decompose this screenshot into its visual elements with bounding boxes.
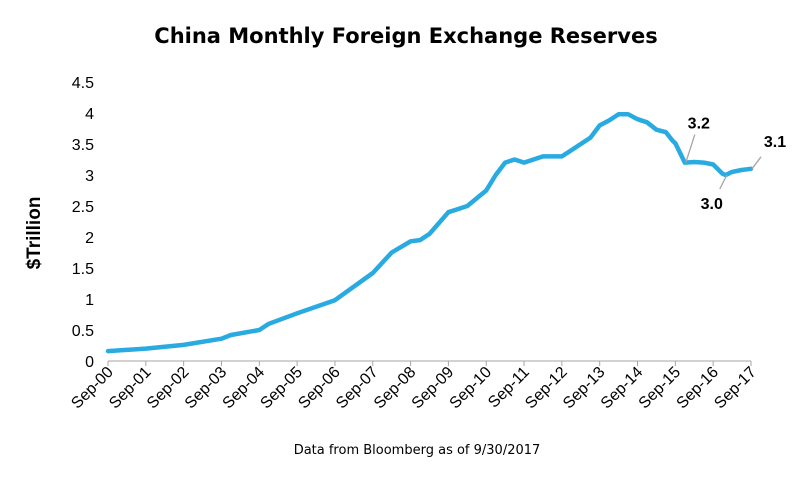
y-tick-label: 2	[85, 230, 94, 247]
annotation-label: 3.0	[701, 196, 723, 213]
y-tick-label: 3.5	[72, 137, 94, 154]
annotation-leader	[751, 156, 762, 170]
x-tick-label: Sep-17	[711, 364, 760, 413]
y-tick-label: 1.5	[72, 261, 94, 278]
y-tick-label: 1	[85, 292, 94, 309]
y-tick-label: 3	[85, 168, 94, 185]
annotation-leader	[719, 174, 728, 190]
chart-title: China Monthly Foreign Exchange Reserves	[154, 24, 657, 48]
y-tick-label: 4	[85, 106, 94, 123]
x-tick-labels: Sep-00Sep-01Sep-02Sep-03Sep-04Sep-05Sep-…	[68, 364, 760, 413]
x-tick-label: Sep-10	[447, 364, 496, 413]
y-tick-label: 0.5	[72, 323, 94, 340]
y-tick-label: 2.5	[72, 199, 94, 216]
source-note: Data from Bloomberg as of 9/30/2017	[294, 443, 541, 458]
y-axis-label: $Trillion	[24, 197, 45, 270]
series-line	[105, 111, 754, 354]
y-tick-label: 4.5	[72, 75, 94, 92]
y-tick-label: 0	[85, 354, 94, 371]
annotation-label: 3.2	[688, 116, 710, 133]
y-tick-labels: 0 0.5 1 1.5 2 2.5 3 3.5 4 4.5	[72, 75, 94, 371]
x-tick-marks	[107, 361, 752, 366]
annotation-leader	[685, 134, 696, 163]
annotations: 3.2 3.0 3.1	[685, 116, 786, 213]
annotation-label: 3.1	[764, 134, 786, 151]
